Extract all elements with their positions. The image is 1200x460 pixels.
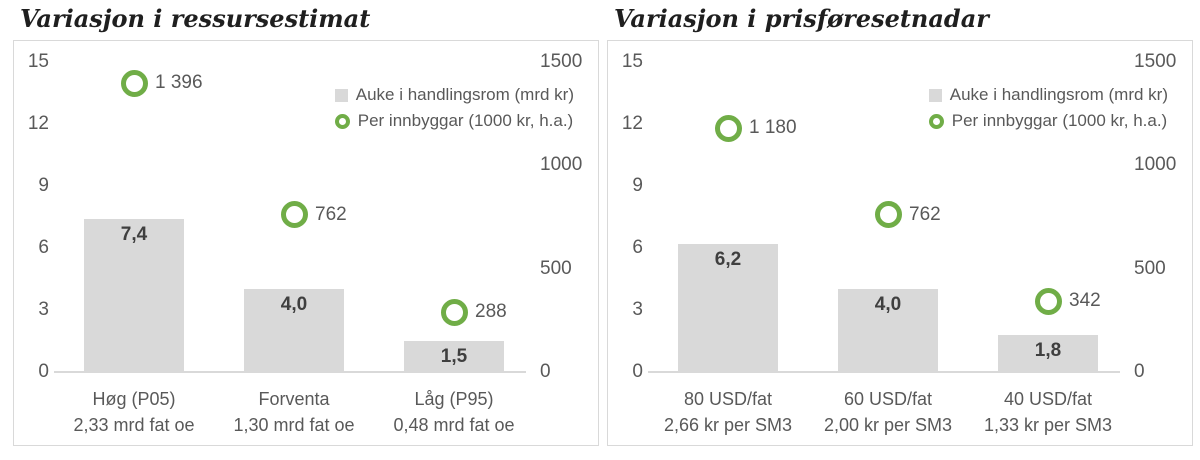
scatter-point-icon	[120, 69, 148, 97]
right-axis-tick: 500	[540, 257, 572, 279]
category-sublabel: 2,66 kr per SM3	[663, 415, 793, 435]
chart-panel: 0 3 6 9 12 15 0 500 1000 1500 7,4 1 396 Høg (P05) 2,3…	[13, 40, 599, 446]
legend-item: Auke i handlingsrom (mrd kr)	[334, 83, 574, 107]
legend-item: Per innbyggar (1000 kr, h.a.)	[334, 109, 574, 133]
scatter-value-label: 1 396	[155, 72, 203, 94]
right-axis-tick: 1500	[540, 51, 583, 72]
legend-bar-swatch-icon	[928, 88, 942, 102]
legend-label: Auke i handlingsrom (mrd kr)	[355, 85, 574, 104]
chart-title: Variasjon i prisføresetnadar	[614, 4, 989, 33]
legend-label: Per innbyggar (1000 kr, h.a.)	[357, 111, 574, 130]
legend-bar-swatch-icon	[334, 88, 348, 102]
category-sublabel: 1,33 kr per SM3	[983, 415, 1113, 435]
figure: Variasjon i ressursestimat 0 3 6 9 12 15 0 500 1…	[13, 2, 1193, 446]
scatter-value-label: 1 180	[749, 117, 797, 139]
scatter-value-label: 762	[315, 203, 347, 225]
chart-ressursestimat: Variasjon i ressursestimat 0 3 6 9 12 15 0 500 1…	[13, 2, 599, 446]
scatter-point-icon	[280, 201, 308, 229]
legend-circle-icon	[928, 113, 944, 129]
scatter-value-label: 342	[1069, 290, 1101, 312]
left-axis-tick: 6	[38, 237, 49, 258]
legend-item: Per innbyggar (1000 kr, h.a.)	[928, 109, 1168, 133]
bar-value-label: 7,4	[120, 224, 148, 246]
scatter-point-icon	[440, 298, 468, 326]
legend-item: Auke i handlingsrom (mrd kr)	[928, 83, 1168, 107]
category-sublabel: 2,00 kr per SM3	[823, 415, 953, 435]
left-axis-tick: 3	[38, 299, 49, 320]
bar-value-label: 6,2	[714, 248, 742, 270]
x-axis-line	[54, 371, 526, 373]
bar	[678, 243, 778, 372]
left-axis-tick: 6	[632, 237, 643, 258]
category-label: Høg (P05)	[92, 389, 176, 409]
x-axis-line	[648, 371, 1120, 373]
right-axis-tick: 1000	[1134, 154, 1177, 176]
bar-value-label: 4,0	[280, 294, 308, 316]
bar	[244, 289, 344, 372]
bar	[84, 219, 184, 372]
chart-prisforesetnadar: Variasjon i prisføresetnadar 0 3 6 9 12 15 0 50…	[607, 2, 1193, 446]
chart-title: Variasjon i ressursestimat	[20, 4, 371, 33]
chart-panel: 0 3 6 9 12 15 0 500 1000 1500 6,2 1 180 80 USD/fat 2,…	[607, 40, 1193, 446]
legend-label: Auke i handlingsrom (mrd kr)	[949, 85, 1168, 104]
left-axis-tick: 12	[621, 113, 643, 134]
category-sublabel: 0,48 mrd fat oe	[393, 415, 515, 435]
scatter-value-label: 288	[475, 301, 507, 323]
category-sublabel: 2,33 mrd fat oe	[73, 415, 195, 435]
bar-value-label: 1,5	[440, 346, 468, 367]
right-axis-tick: 1000	[540, 154, 583, 176]
category-label: Låg (P95)	[414, 389, 494, 409]
scatter-value-label: 762	[909, 203, 941, 225]
category-label: 80 USD/fat	[683, 389, 773, 409]
right-axis-tick: 1500	[1134, 51, 1177, 72]
category-label: Forventa	[258, 389, 330, 409]
left-axis-tick: 12	[27, 113, 49, 134]
bar-value-label: 1,8	[1034, 339, 1062, 361]
legend: Auke i handlingsrom (mrd kr) Per innbygga…	[928, 83, 1168, 133]
right-axis-tick: 0	[1134, 361, 1145, 382]
category-sublabel: 1,30 mrd fat oe	[233, 415, 355, 435]
bar	[998, 334, 1098, 372]
bar	[838, 289, 938, 372]
left-axis-tick: 15	[27, 51, 49, 72]
left-axis-tick: 0	[632, 361, 643, 382]
scatter-point-icon	[714, 114, 742, 142]
scatter-point-icon	[874, 201, 902, 229]
legend-label: Per innbyggar (1000 kr, h.a.)	[951, 111, 1168, 130]
left-axis-tick: 15	[621, 51, 643, 72]
bar-value-label: 4,0	[874, 294, 902, 316]
bar	[404, 341, 504, 372]
left-axis-tick: 9	[38, 175, 49, 196]
legend: Auke i handlingsrom (mrd kr) Per innbygga…	[334, 83, 574, 133]
category-label: 40 USD/fat	[1003, 389, 1093, 409]
legend-circle-icon	[334, 113, 350, 129]
right-axis-tick: 0	[540, 361, 551, 382]
left-axis-tick: 9	[632, 175, 643, 196]
scatter-point-icon	[1034, 287, 1062, 315]
left-axis-tick: 3	[632, 299, 643, 320]
category-label: 60 USD/fat	[843, 389, 933, 409]
left-axis-tick: 0	[38, 361, 49, 382]
right-axis-tick: 500	[1134, 257, 1166, 279]
